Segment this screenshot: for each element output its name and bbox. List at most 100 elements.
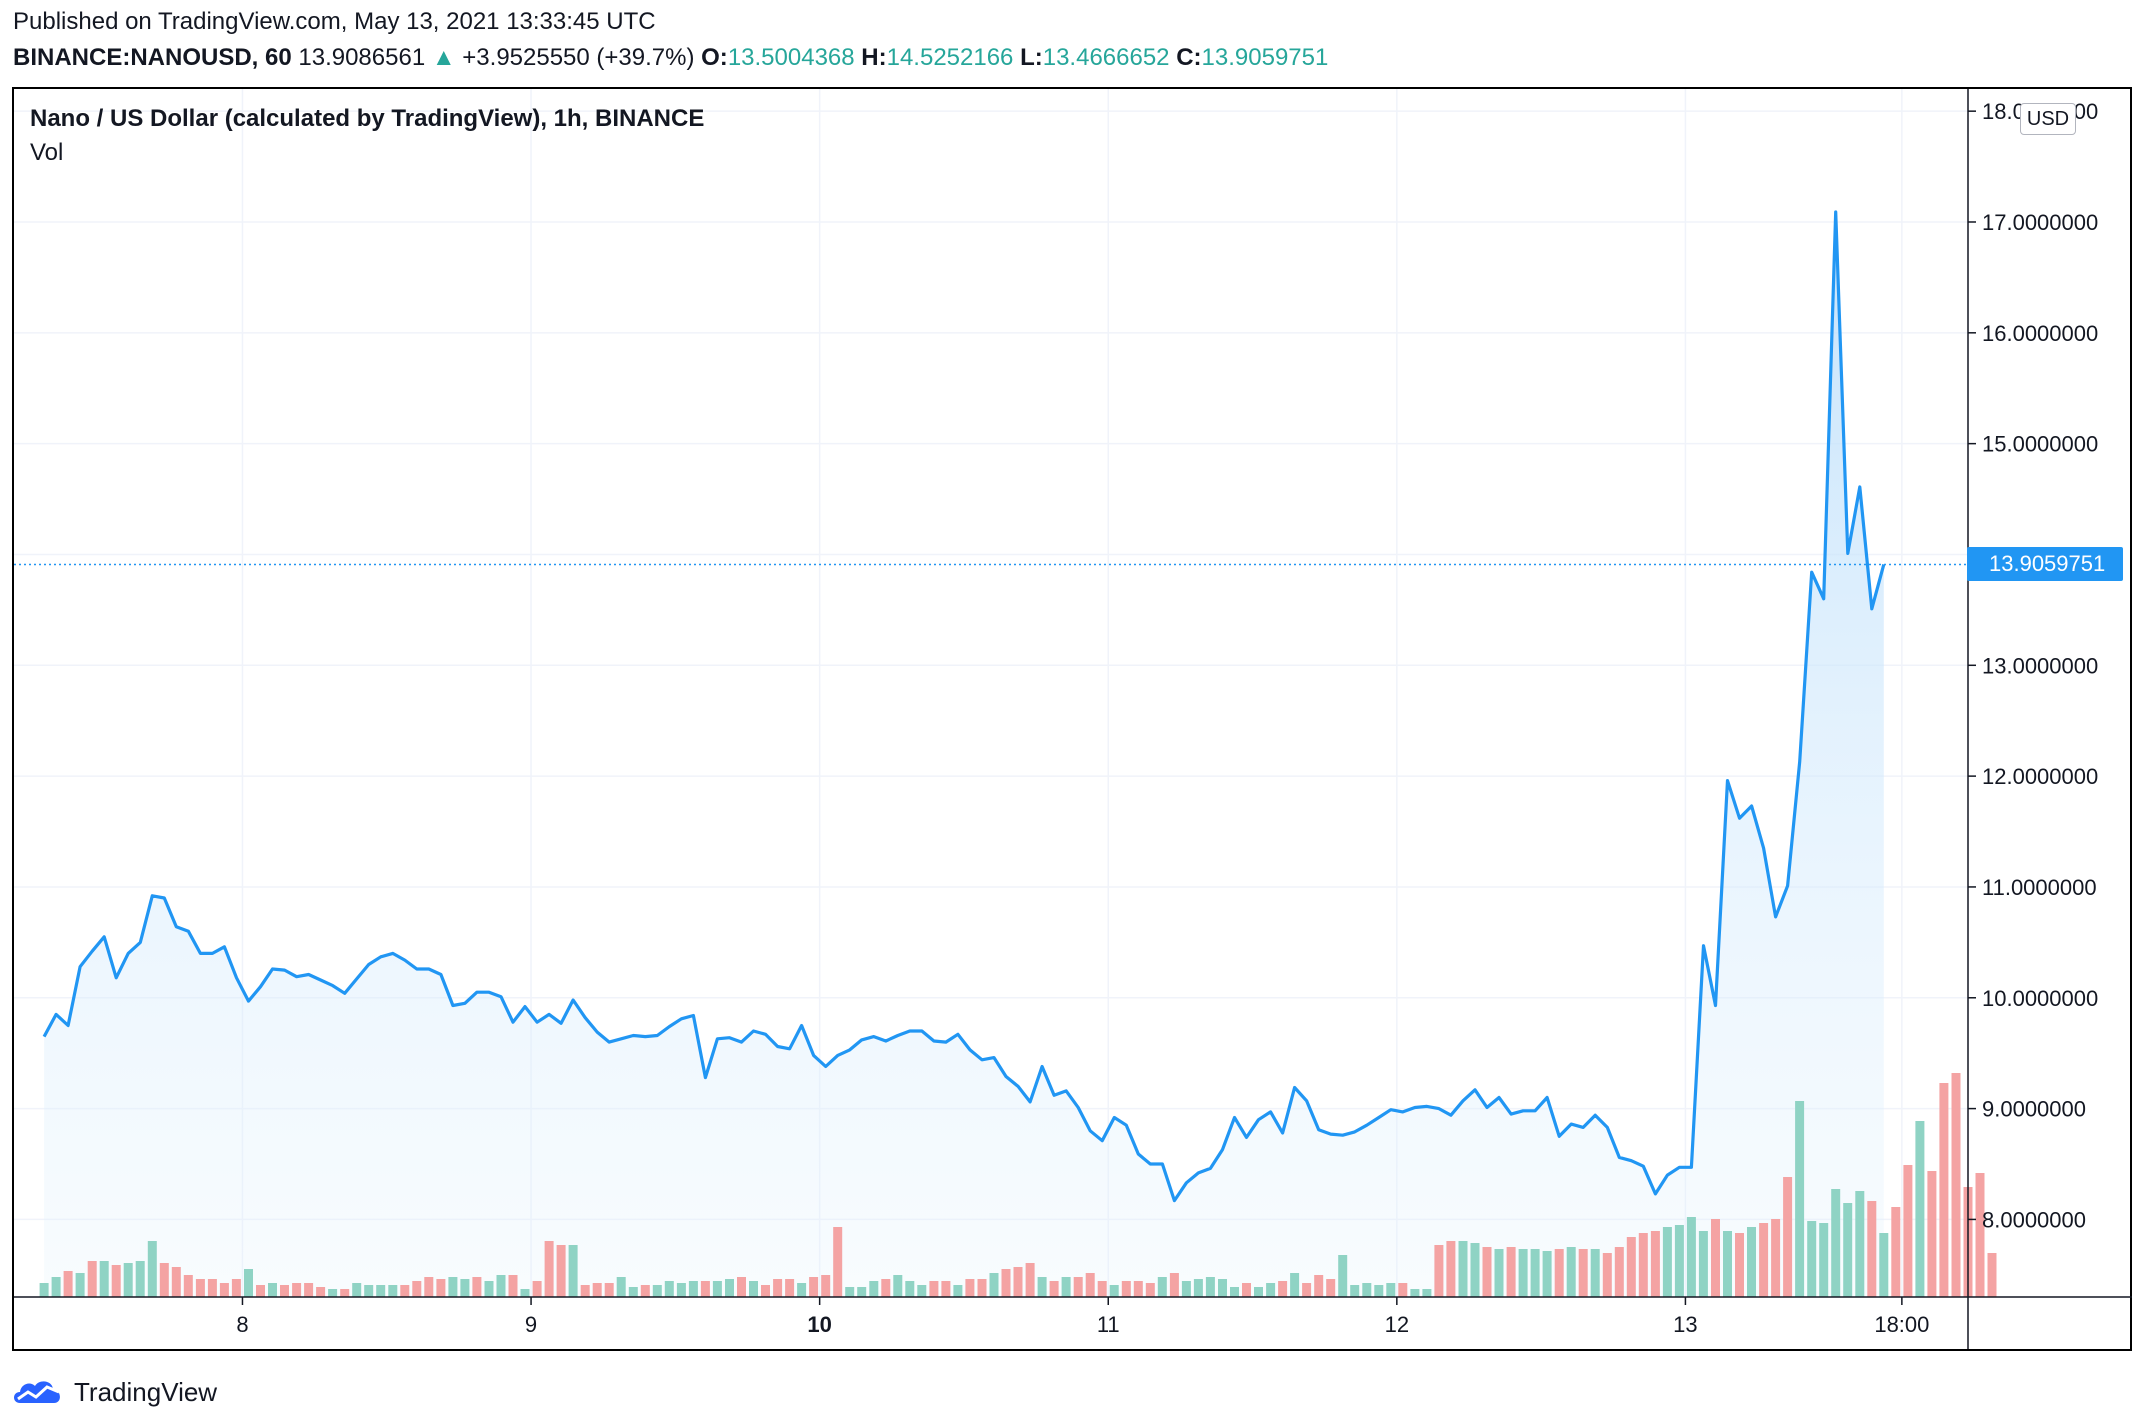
volume-bar (1145, 1283, 1155, 1297)
volume-bar (460, 1279, 470, 1297)
volume-bar (388, 1285, 398, 1297)
volume-bar (1362, 1283, 1372, 1297)
volume-bar (1121, 1281, 1131, 1297)
volume-bar (1614, 1247, 1624, 1297)
volume-bar (244, 1269, 253, 1297)
y-tick-label: 17.0000000 (1982, 210, 2098, 235)
volume-bar (905, 1281, 915, 1297)
volume-bar (989, 1273, 999, 1297)
volume-bar (1001, 1269, 1011, 1297)
volume-bar (797, 1283, 807, 1297)
currency-badge[interactable]: USD (2020, 103, 2076, 135)
volume-bar (1506, 1247, 1516, 1297)
volume-bar (1951, 1073, 1961, 1297)
volume-bar (1157, 1277, 1167, 1297)
volume-bar (1434, 1245, 1444, 1297)
volume-bar (1554, 1249, 1564, 1297)
volume-bar (1915, 1121, 1925, 1297)
x-tick-label: 9 (525, 1312, 537, 1337)
volume-bar (195, 1279, 205, 1297)
volume-bar (773, 1279, 783, 1297)
y-tick-label: 11.0000000 (1982, 875, 2097, 900)
volume-bar (1855, 1191, 1865, 1297)
volume-bar (749, 1281, 758, 1297)
volume-bar (1013, 1267, 1023, 1297)
volume-bar (1398, 1283, 1408, 1297)
volume-bar (568, 1245, 578, 1297)
legend-title[interactable]: Nano / US Dollar (calculated by TradingV… (30, 105, 705, 132)
volume-bar (352, 1283, 362, 1297)
volume-bar (845, 1287, 855, 1297)
volume-bar (941, 1281, 951, 1297)
volume-bar (51, 1277, 61, 1297)
volume-bar (1230, 1287, 1239, 1297)
volume-bar (1771, 1219, 1781, 1297)
volume-bar (1410, 1289, 1420, 1297)
volume-bar (1025, 1263, 1035, 1297)
volume-bar (1482, 1247, 1492, 1297)
volume-bar (1470, 1243, 1480, 1297)
volume-bar (207, 1279, 217, 1297)
volume-bar (616, 1277, 626, 1297)
volume-bar (183, 1275, 193, 1297)
volume-bar (1879, 1233, 1889, 1297)
volume-bar (147, 1241, 157, 1297)
volume-bar (544, 1241, 554, 1297)
volume-bar (364, 1285, 374, 1297)
legend-volume[interactable]: Vol (30, 139, 64, 166)
y-tick-label: 8.0000000 (1982, 1207, 2086, 1232)
volume-bar (1747, 1227, 1756, 1297)
volume-bar (1843, 1203, 1853, 1297)
volume-bar (1698, 1231, 1708, 1297)
volume-bar (1374, 1285, 1384, 1297)
footer-brand[interactable]: TradingView (10, 1375, 217, 1409)
volume-bar (1650, 1231, 1660, 1297)
volume-bar (75, 1273, 85, 1297)
x-tick-label: 13 (1673, 1312, 1697, 1337)
x-tick-label: 11 (1097, 1312, 1120, 1337)
y-tick-label: 9.0000000 (1982, 1097, 2086, 1122)
volume-bar (328, 1289, 338, 1297)
volume-bar (1037, 1277, 1047, 1297)
volume-bar (1795, 1101, 1805, 1297)
chart-frame[interactable] (12, 87, 2132, 1351)
last-price: 13.9086561 (298, 44, 426, 71)
volume-bar (1987, 1253, 1997, 1297)
open-label: O: (701, 44, 728, 71)
volume-bar (1193, 1279, 1203, 1297)
volume-bar (1242, 1283, 1251, 1297)
volume-bar (1494, 1249, 1504, 1297)
volume-bar (688, 1281, 698, 1297)
volume-bar (1266, 1283, 1276, 1297)
brand-name: TradingView (74, 1376, 218, 1407)
y-tick-label: 12.0000000 (1982, 764, 2098, 789)
volume-bar (1759, 1223, 1769, 1297)
x-tick-label: 10 (807, 1312, 831, 1337)
volume-bar (821, 1275, 831, 1297)
volume-bar (424, 1277, 434, 1297)
volume-bar (1891, 1207, 1901, 1297)
tradingview-cloud-logo-icon (14, 1381, 60, 1403)
volume-bar (1578, 1249, 1588, 1297)
symbol-label[interactable]: BINANCE:NANOUSD, 60 (13, 44, 292, 71)
volume-bar (1735, 1233, 1744, 1297)
volume-bar (1711, 1219, 1720, 1297)
volume-bar (1626, 1237, 1636, 1297)
volume-bar (1723, 1231, 1732, 1297)
volume-bar (604, 1283, 614, 1297)
x-tick-label: 8 (236, 1312, 248, 1337)
volume-bar (1169, 1273, 1179, 1297)
volume-bar (1867, 1201, 1877, 1297)
y-tick-label: 16.0000000 (1982, 321, 2098, 346)
volume-bar (917, 1285, 927, 1297)
price-line (42, 210, 1886, 1203)
volume-bar (785, 1279, 795, 1297)
volume-bar (881, 1279, 891, 1297)
volume-bar (676, 1283, 686, 1297)
volume-bar (1566, 1247, 1576, 1297)
volume-bar (1061, 1277, 1071, 1297)
volume-bar (448, 1277, 458, 1297)
volume-bar (1602, 1253, 1612, 1297)
volume-bar (1975, 1173, 1985, 1297)
